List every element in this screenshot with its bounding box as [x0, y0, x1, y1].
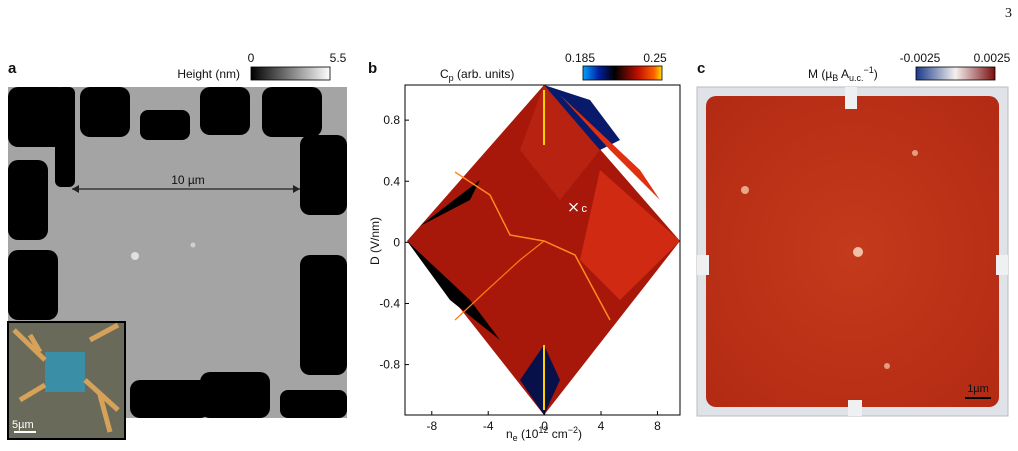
- y-tick-label: 0: [393, 235, 400, 249]
- colorbar: [582, 65, 663, 81]
- colorbar-title: Height (nm): [177, 67, 240, 81]
- marker-label: c: [582, 203, 588, 215]
- inset: 5µm: [7, 321, 126, 440]
- title-part: B: [832, 73, 838, 83]
- x-tick-label: -8: [426, 419, 437, 433]
- title-part: C: [440, 67, 449, 81]
- colorbar-min: 0: [248, 51, 255, 65]
- magnetization-map: [696, 86, 1009, 417]
- colorbar-max: 0.0025: [974, 51, 1011, 65]
- plot-frame: [404, 84, 681, 416]
- label-part: e: [513, 433, 518, 443]
- title-part: p: [449, 73, 454, 83]
- label-part: ): [578, 427, 582, 441]
- panel-label: b: [368, 60, 377, 77]
- label-part: (10: [518, 427, 539, 441]
- label-part: cm: [548, 427, 567, 441]
- title-part: ): [874, 67, 878, 81]
- x-tick-label: 8: [654, 419, 661, 433]
- y-tick-label: -0.8: [379, 358, 400, 372]
- title-part: A: [838, 67, 849, 81]
- y-tick-label: 0.4: [383, 174, 400, 188]
- label-part: 12: [538, 425, 548, 435]
- colorbar-title: M (µB Au.c.−1): [808, 65, 878, 83]
- panel-label: c: [697, 60, 705, 77]
- colorbar: [915, 66, 996, 81]
- capacitance-map: [407, 85, 680, 415]
- y-tick-label: -0.4: [379, 296, 400, 310]
- colorbar-max: 5.5: [330, 51, 347, 65]
- colorbar-min: 0.185: [565, 51, 595, 65]
- afm-image: [8, 87, 347, 418]
- y-tick-label: 0.8: [383, 113, 400, 127]
- title-part: u.c.: [849, 73, 864, 83]
- colorbar-max: 0.25: [643, 51, 667, 65]
- y-axis-label: D (V/nm): [368, 217, 382, 265]
- inset-scale: 5µm: [12, 419, 34, 431]
- label-part: n: [506, 427, 513, 441]
- label-part: −2: [568, 425, 578, 435]
- marker: [569, 202, 578, 212]
- colorbar-title: Cp (arb. units): [440, 67, 514, 83]
- colorbar-min: -0.0025: [900, 51, 941, 65]
- title-part: (arb. units): [454, 67, 515, 81]
- colorbar: [250, 66, 331, 81]
- page-number: 3: [1005, 6, 1012, 21]
- x-tick-label: 0: [541, 419, 548, 433]
- title-part: M (µ: [808, 67, 832, 81]
- title-part: −1: [863, 65, 873, 75]
- panel-label: a: [8, 60, 17, 77]
- x-tick-label: -4: [483, 419, 494, 433]
- scale-bar-label: 1µm: [967, 383, 989, 395]
- x-axis-label: ne (1012 cm−2): [506, 425, 582, 443]
- x-tick-label: 4: [598, 419, 605, 433]
- arrow-label: 10 µm: [171, 173, 205, 187]
